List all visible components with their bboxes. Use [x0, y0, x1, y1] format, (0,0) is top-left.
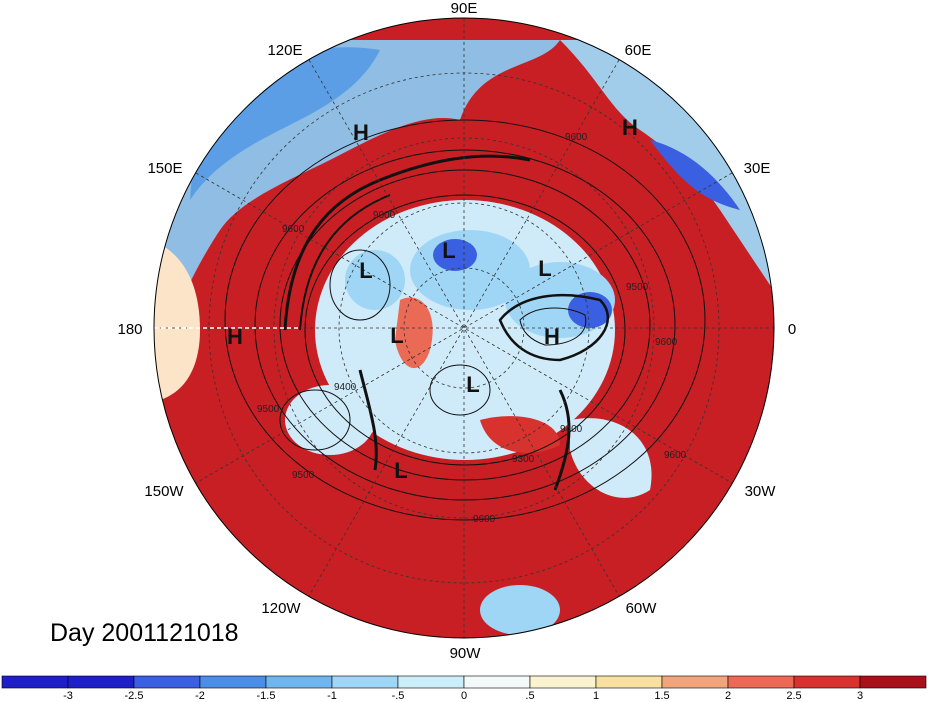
colorbar-swatch [331, 675, 399, 689]
lon-label-120e: 120E [267, 42, 302, 59]
lon-label-0: 0 [788, 321, 796, 338]
low-pressure-marker: L [359, 258, 372, 283]
lon-label-60e: 60E [625, 42, 652, 59]
contour-label: 9500 [257, 404, 280, 415]
colorbar-tick-label: 3 [857, 690, 863, 702]
low-pressure-marker: L [538, 256, 551, 281]
contour-label: 9400 [560, 424, 583, 435]
colorbar-swatch [595, 675, 663, 689]
lon-label-120w: 120W [261, 600, 301, 617]
colorbar-swatch [1, 675, 69, 689]
colorbar-tick-label: -2.5 [125, 690, 144, 702]
colorbar-tick-label: -3 [63, 690, 73, 702]
colorbar-swatch [661, 675, 729, 689]
contour-label: 9500 [626, 282, 649, 293]
lon-label-150e: 150E [147, 160, 182, 177]
colorbar-swatch [199, 675, 267, 689]
lon-label-150w: 150W [144, 483, 184, 500]
contour-label: 9600 [473, 514, 496, 525]
lon-label-30e: 30E [744, 160, 771, 177]
graticule [154, 18, 774, 638]
contour-label: 9400 [334, 382, 357, 393]
colorbar-tick-label: -2 [195, 690, 205, 702]
lon-label-180: 180 [117, 321, 142, 338]
high-pressure-marker: H [227, 324, 243, 349]
low-pressure-marker: L [390, 323, 403, 348]
high-pressure-marker: H [544, 324, 560, 349]
lon-label-60w: 60W [626, 600, 658, 617]
contour-label: 9600 [282, 224, 305, 235]
lon-label-90e: 90E [451, 0, 478, 17]
map-title: Day 2001121018 [50, 619, 239, 647]
contour-label: 9500 [292, 470, 315, 481]
colorbar-swatch [397, 675, 465, 689]
colorbar: -3 -2.5 -2 -1.5 -1 -.5 0 .5 1 1.5 2 2.5 3 [1, 675, 927, 702]
colorbar-swatch [793, 675, 861, 689]
colorbar-tick-label: .5 [525, 690, 534, 702]
contour-label: 9300 [512, 454, 535, 465]
colorbar-swatch [265, 675, 333, 689]
height-contours [224, 119, 706, 521]
colorbar-swatch [133, 675, 201, 689]
low-pressure-marker: L [394, 458, 407, 483]
colorbar-swatch [727, 675, 795, 689]
colorbar-tick-label: 1 [593, 690, 599, 702]
colorbar-tick-label: 2 [725, 690, 731, 702]
lon-label-30w: 30W [745, 483, 777, 500]
colorbar-swatch [859, 675, 927, 689]
contour-label: 9600 [664, 450, 687, 461]
colorbar-tick-label: 1.5 [654, 690, 669, 702]
colorbar-swatch [67, 675, 135, 689]
contour-label: 9000 [373, 210, 396, 221]
lon-label-90w: 90W [450, 645, 482, 662]
colorbar-swatch [463, 675, 531, 689]
map-boundary [153, 17, 775, 639]
low-pressure-marker: L [442, 238, 455, 263]
high-pressure-marker: H [353, 120, 369, 145]
contour-label: 9600 [565, 132, 588, 143]
contour-label: 9600 [655, 337, 678, 348]
colorbar-tick-label: -1 [327, 690, 337, 702]
low-pressure-marker: L [466, 372, 479, 397]
colorbar-tick-label: -.5 [392, 690, 405, 702]
colorbar-tick-label: 0 [461, 690, 467, 702]
colorbar-tick-label: -1.5 [257, 690, 276, 702]
colorbar-swatch [529, 675, 597, 689]
high-pressure-marker: H [622, 115, 638, 140]
colorbar-tick-label: 2.5 [786, 690, 801, 702]
